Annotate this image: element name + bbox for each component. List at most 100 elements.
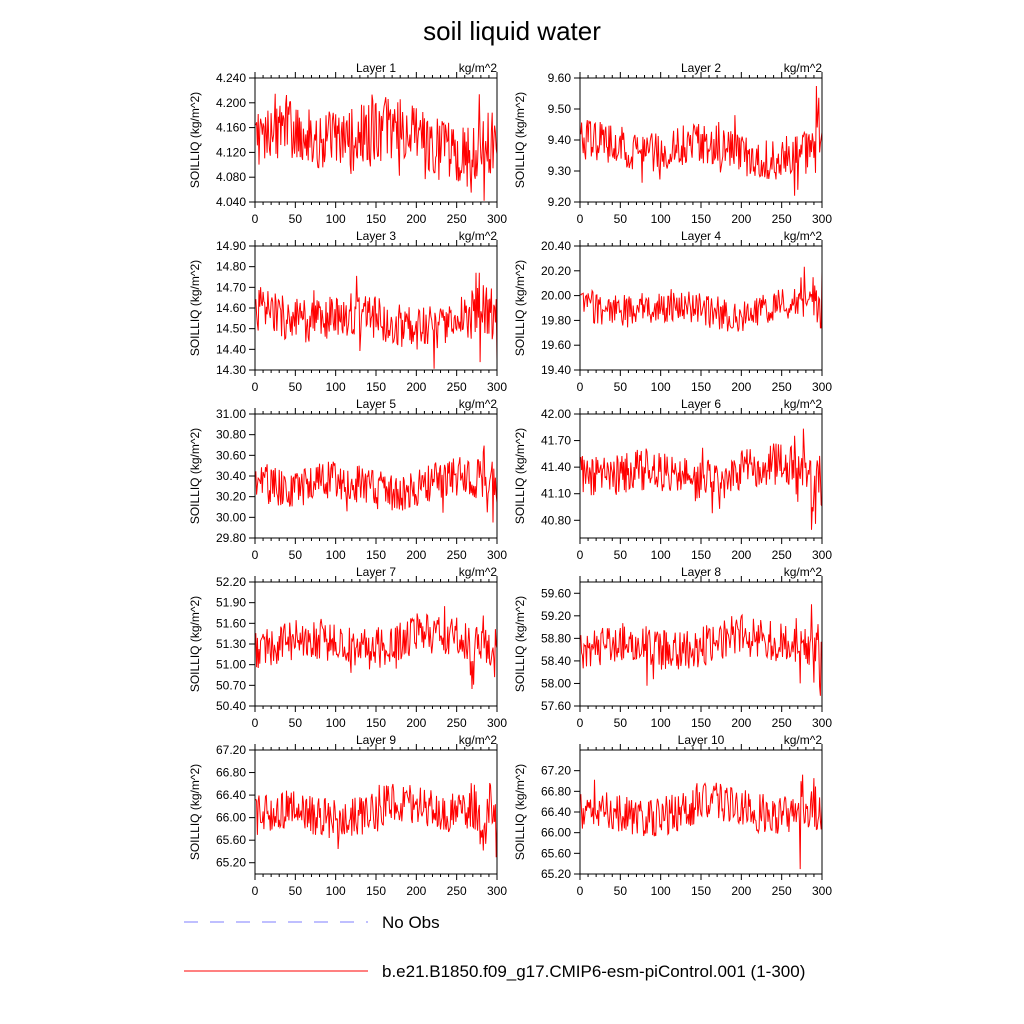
y-axis-label: SOILLIQ (kg/m^2) [188,764,202,860]
x-tick-label: 50 [289,884,303,898]
panel-units: kg/m^2 [459,229,498,243]
y-tick-label: 66.00 [216,811,246,825]
x-tick-label: 150 [691,212,711,226]
y-tick-label: 30.20 [216,490,246,504]
x-tick-label: 0 [252,884,259,898]
y-tick-label: 4.080 [216,170,246,184]
x-tick-label: 150 [366,380,386,394]
y-tick-label: 41.10 [541,487,571,501]
x-tick-label: 150 [691,716,711,730]
figure-title: soil liquid water [423,16,601,46]
x-tick-label: 150 [366,716,386,730]
x-tick-label: 200 [731,548,751,562]
y-tick-label: 40.80 [541,513,571,527]
y-tick-label: 29.80 [216,531,246,545]
x-tick-label: 0 [577,716,584,730]
chart-panel-1: 0 50 100 150 200 250 300 4.040 4.080 4.120 4.160 4.… [188,61,507,226]
y-tick-label: 50.40 [216,699,246,713]
x-tick-label: 300 [487,548,507,562]
chart-panel-7: 0 50 100 150 200 250 300 50.40 50.70 51.00 51.30 51… [188,565,507,730]
y-tick-label: 66.40 [216,788,246,802]
y-tick-label: 4.120 [216,145,246,159]
x-tick-label: 200 [406,548,426,562]
x-tick-label: 100 [326,212,346,226]
y-axis-label: SOILLIQ (kg/m^2) [188,428,202,524]
x-tick-label: 100 [651,212,671,226]
x-tick-label: 100 [651,716,671,730]
x-tick-label: 200 [406,716,426,730]
chart-panel-3: 0 50 100 150 200 250 300 14.30 14.40 14.50 14.60 14… [188,229,507,394]
chart-panel-10: 0 50 100 150 200 250 300 65.20 65.60 66.00 66.40 66… [513,733,832,898]
panel-title: Layer 5 [356,397,396,411]
x-tick-label: 200 [731,716,751,730]
y-tick-label: 65.20 [541,867,571,881]
y-tick-label: 14.80 [216,260,246,274]
x-tick-label: 200 [731,212,751,226]
x-tick-label: 200 [406,884,426,898]
x-tick-label: 300 [487,884,507,898]
y-tick-label: 30.00 [216,510,246,524]
chart-panel-6: 0 50 100 150 200 250 300 40.80 41.10 41.40 41.70 42… [513,397,832,562]
x-tick-label: 100 [651,548,671,562]
x-tick-label: 50 [289,380,303,394]
y-tick-label: 58.00 [541,676,571,690]
panel-title: Layer 1 [356,61,396,75]
y-tick-label: 14.50 [216,322,246,336]
series-line-layer-10 [580,774,823,870]
x-tick-label: 0 [577,884,584,898]
x-tick-label: 150 [691,884,711,898]
panel-units: kg/m^2 [784,733,823,747]
x-tick-label: 100 [326,380,346,394]
series-line-layer-8 [580,604,823,696]
panel-units: kg/m^2 [784,61,823,75]
y-tick-label: 42.00 [541,407,571,421]
x-tick-label: 300 [812,884,832,898]
y-tick-label: 4.040 [216,195,246,209]
x-tick-label: 250 [447,716,467,730]
y-tick-label: 9.50 [548,102,572,116]
x-tick-label: 200 [406,212,426,226]
panel-units: kg/m^2 [784,565,823,579]
y-axis-label: SOILLIQ (kg/m^2) [513,428,527,524]
y-tick-label: 30.40 [216,469,246,483]
x-tick-label: 150 [366,212,386,226]
y-tick-label: 20.20 [541,264,571,278]
y-tick-label: 52.20 [216,575,246,589]
y-tick-label: 30.60 [216,448,246,462]
x-tick-label: 150 [691,380,711,394]
x-tick-label: 200 [406,380,426,394]
y-tick-label: 58.80 [541,631,571,645]
x-tick-label: 50 [289,716,303,730]
y-tick-label: 19.60 [541,338,571,352]
y-axis-label: SOILLIQ (kg/m^2) [188,260,202,356]
y-tick-label: 4.200 [216,96,246,110]
legend-no-obs-label: No Obs [382,913,440,932]
x-tick-label: 50 [614,380,628,394]
series-line-layer-1 [255,93,498,201]
y-tick-label: 67.20 [541,764,571,778]
x-tick-label: 0 [577,548,584,562]
x-tick-label: 250 [772,884,792,898]
series-line-layer-3 [255,272,498,369]
series-line-layer-7 [255,606,498,690]
x-tick-label: 250 [447,380,467,394]
x-tick-label: 300 [812,716,832,730]
x-tick-label: 100 [651,380,671,394]
x-tick-label: 100 [326,716,346,730]
legend-model-label: b.e21.B1850.f09_g17.CMIP6-esm-piControl.… [382,962,805,981]
series-line-layer-5 [255,445,498,523]
y-axis-label: SOILLIQ (kg/m^2) [513,596,527,692]
y-tick-label: 4.240 [216,71,246,85]
x-tick-label: 300 [487,716,507,730]
panel-title: Layer 2 [681,61,721,75]
y-tick-label: 41.40 [541,460,571,474]
y-tick-label: 51.90 [216,596,246,610]
y-tick-label: 4.160 [216,121,246,135]
chart-panel-5: 0 50 100 150 200 250 300 29.80 30.00 30.20 30.40 30… [188,397,507,562]
x-tick-label: 50 [614,212,628,226]
panel-units: kg/m^2 [784,397,823,411]
y-tick-label: 19.40 [541,363,571,377]
x-tick-label: 0 [252,716,259,730]
y-tick-label: 59.20 [541,609,571,623]
y-tick-label: 9.30 [548,164,572,178]
